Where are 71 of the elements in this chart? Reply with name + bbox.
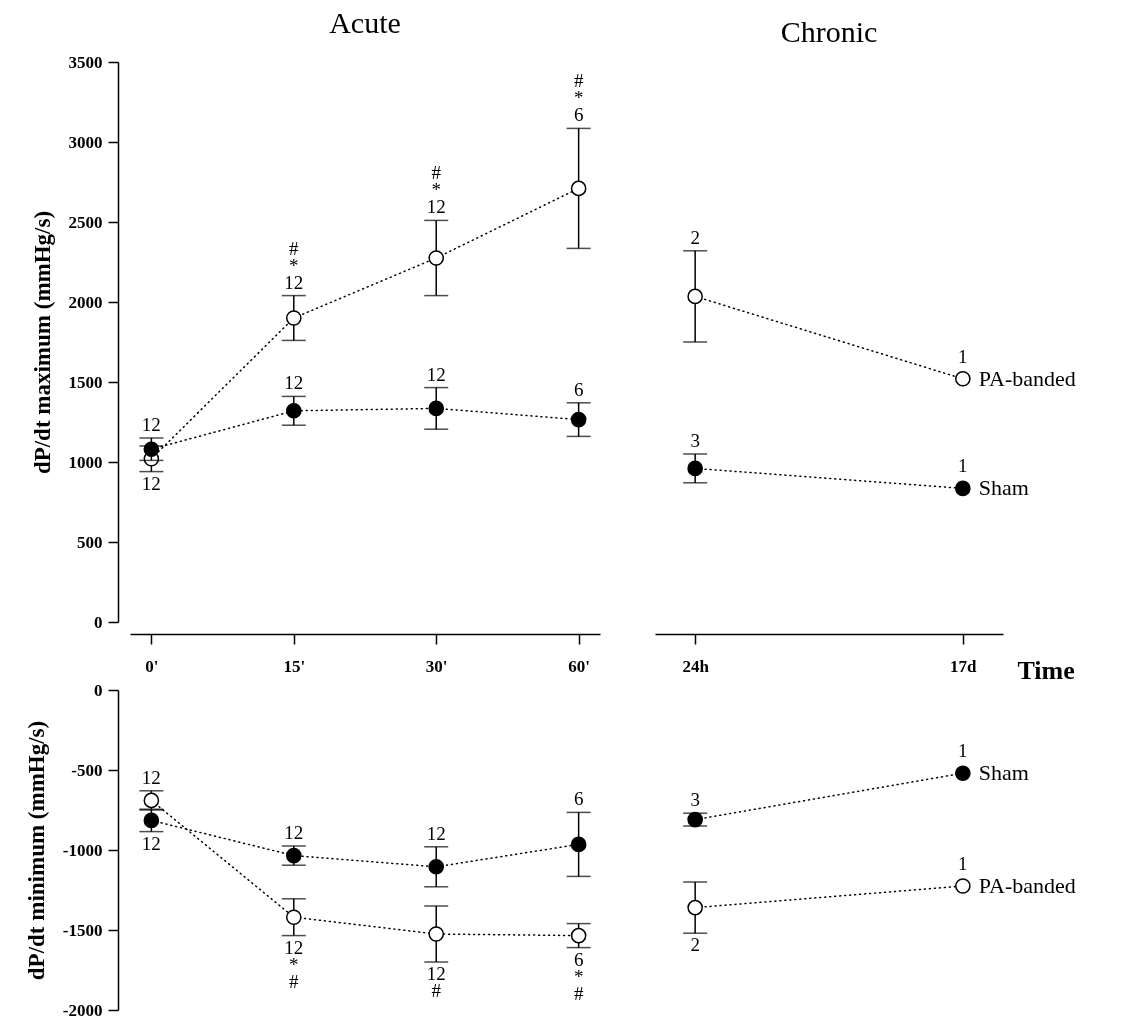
annotation: 12 * # bbox=[284, 936, 304, 992]
y-tick-label: -1000 bbox=[62, 840, 103, 860]
point bbox=[687, 899, 703, 916]
point bbox=[687, 811, 703, 828]
x-tick-label: 0' bbox=[145, 656, 159, 676]
annotation: 12 # bbox=[426, 963, 446, 1001]
annotation: 12 bbox=[141, 414, 161, 435]
y-tick-label: 2500 bbox=[68, 212, 103, 232]
x-tick-label: 24h bbox=[682, 656, 710, 676]
annotation: 12 bbox=[141, 832, 161, 854]
annotation: 3 bbox=[690, 430, 700, 451]
y-tick-label: 1500 bbox=[68, 372, 103, 392]
y-tick-label: 0 bbox=[94, 612, 103, 632]
point bbox=[687, 288, 703, 305]
point bbox=[285, 310, 302, 326]
y-tick-label: -500 bbox=[71, 760, 103, 780]
point bbox=[570, 411, 587, 428]
annotation: 1 bbox=[958, 740, 968, 762]
series-label: PA-banded bbox=[978, 365, 1076, 391]
y-axis-title: dP/dt minimum (mmHg/s) bbox=[23, 720, 49, 981]
point bbox=[955, 765, 971, 782]
annotation: 1 bbox=[958, 345, 968, 367]
y-tick-label: 500 bbox=[77, 532, 103, 552]
annotation: 6 * # bbox=[573, 948, 584, 1004]
annotation: 6 bbox=[573, 788, 584, 810]
point bbox=[285, 402, 302, 419]
annotation: 3 bbox=[690, 789, 700, 811]
annotation: 12 bbox=[284, 372, 304, 394]
x-tick-label: 30' bbox=[425, 656, 448, 676]
annotation: 1 bbox=[958, 455, 968, 477]
x-axis-title: Time bbox=[1017, 655, 1075, 685]
chart-title: Acute bbox=[329, 6, 401, 39]
y-tick-label: 1000 bbox=[68, 452, 103, 472]
y-tick-label: 3000 bbox=[68, 132, 103, 152]
y-tick-label: -1500 bbox=[62, 920, 103, 940]
series-label: Sham bbox=[978, 760, 1029, 786]
point bbox=[955, 878, 971, 894]
annotation: 12 bbox=[141, 472, 161, 494]
point bbox=[428, 250, 445, 266]
x-tick-label: 60' bbox=[568, 656, 590, 676]
point bbox=[955, 480, 971, 497]
point bbox=[428, 400, 445, 417]
point bbox=[285, 909, 302, 926]
annotation: 2 bbox=[690, 934, 700, 956]
y-tick-label: 0 bbox=[94, 680, 103, 700]
annotation: # * 6 bbox=[573, 70, 584, 126]
annotation: # * 12 bbox=[426, 162, 446, 218]
y-tick-label: 2000 bbox=[68, 292, 103, 312]
y-axis-title: dP/dt maximum (mmHg/s) bbox=[29, 210, 55, 475]
point bbox=[955, 370, 971, 387]
x-tick-label: 15' bbox=[283, 656, 306, 676]
y-tick-label: -2000 bbox=[62, 1000, 103, 1020]
point bbox=[570, 180, 587, 197]
annotation: 12 bbox=[426, 822, 446, 844]
annotation: 12 bbox=[141, 766, 161, 788]
x-tick-label: 17d bbox=[950, 656, 978, 676]
annotation: 12 bbox=[284, 822, 304, 843]
point bbox=[687, 460, 703, 477]
annotation: 2 bbox=[690, 226, 700, 248]
point bbox=[428, 858, 445, 875]
annotation: 1 bbox=[958, 853, 968, 874]
series-label: PA-banded bbox=[978, 873, 1076, 898]
point bbox=[570, 927, 587, 944]
annotation: 12 bbox=[426, 363, 446, 385]
annotation: 6 bbox=[573, 378, 584, 400]
chart-title: Chronic bbox=[780, 15, 878, 48]
point bbox=[570, 836, 587, 853]
y-tick-label: 3500 bbox=[68, 52, 103, 72]
point bbox=[428, 926, 445, 942]
annotation: # * 12 bbox=[284, 237, 304, 293]
series-label: Sham bbox=[978, 475, 1029, 501]
